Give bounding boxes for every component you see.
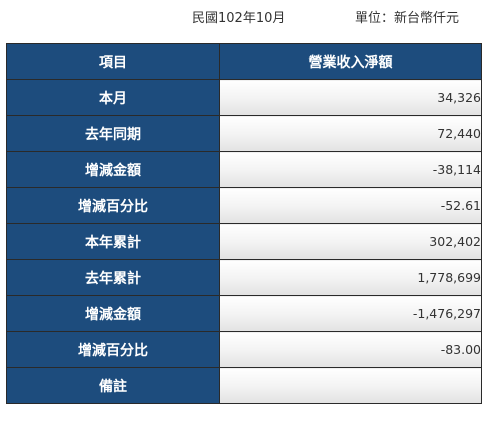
table-row: 本年累計 302,402: [6, 223, 482, 260]
row-value: -52.61: [219, 187, 482, 224]
table-row: 去年同期 72,440: [6, 115, 482, 152]
row-value-notes: [219, 367, 482, 404]
table-row: 增減金額 -1,476,297: [6, 295, 482, 332]
row-label: 本年累計: [6, 223, 220, 260]
row-label: 增減金額: [6, 295, 220, 332]
row-value: 72,440: [219, 115, 482, 152]
row-label: 增減百分比: [6, 187, 220, 224]
row-label-notes: 備註: [6, 367, 220, 404]
row-label: 增減百分比: [6, 331, 220, 368]
table-header-row: 項目 營業收入淨額: [6, 43, 482, 80]
row-value: 302,402: [219, 223, 482, 260]
row-value: -83.00: [219, 331, 482, 368]
row-label: 增減金額: [6, 151, 220, 188]
row-value: -38,114: [219, 151, 482, 188]
revenue-table: 項目 營業收入淨額 本月 34,326 去年同期 72,440 增減金額 -38…: [6, 43, 482, 404]
table-row: 去年累計 1,778,699: [6, 259, 482, 296]
currency-unit: 單位：新台幣仟元: [355, 11, 460, 26]
table-row: 本月 34,326: [6, 79, 482, 116]
row-label: 去年同期: [6, 115, 220, 152]
table-row: 增減百分比 -83.00: [6, 331, 482, 368]
row-label: 本月: [6, 79, 220, 116]
row-value: 34,326: [219, 79, 482, 116]
row-value: -1,476,297: [219, 295, 482, 332]
table-row: 增減百分比 -52.61: [6, 187, 482, 224]
row-label: 去年累計: [6, 259, 220, 296]
table-row: 備註: [6, 367, 482, 404]
row-value: 1,778,699: [219, 259, 482, 296]
report-period: 民國102年10月: [192, 11, 286, 26]
column-header-item: 項目: [6, 43, 220, 80]
column-header-net-revenue: 營業收入淨額: [219, 43, 482, 80]
table-row: 增減金額 -38,114: [6, 151, 482, 188]
